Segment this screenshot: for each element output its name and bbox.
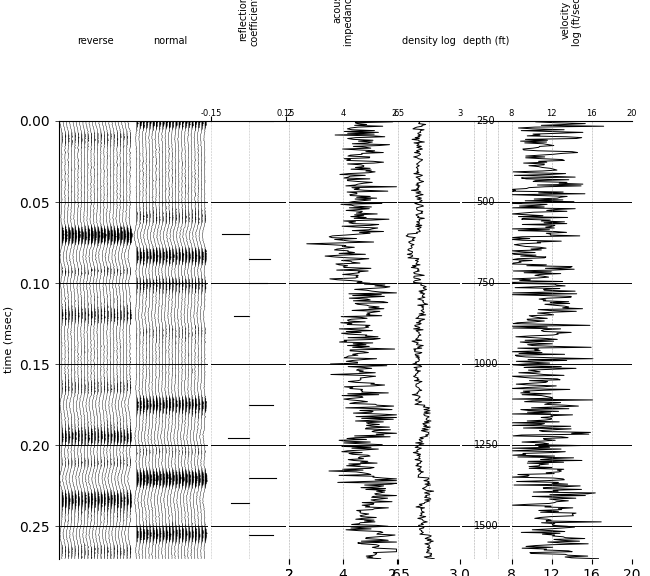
Text: 16: 16 (586, 109, 597, 118)
Text: 2.5: 2.5 (392, 109, 405, 118)
Text: 8: 8 (509, 109, 514, 118)
Text: 12: 12 (547, 109, 557, 118)
Text: 2: 2 (287, 109, 292, 118)
Text: 1250: 1250 (473, 440, 499, 450)
Text: density log: density log (402, 36, 456, 46)
Y-axis label: time (msec): time (msec) (3, 306, 13, 373)
Text: 3: 3 (458, 109, 463, 118)
Text: velocity
log (ft/sec): velocity log (ft/sec) (561, 0, 582, 46)
Text: 20: 20 (627, 109, 637, 118)
Text: 750: 750 (476, 278, 495, 288)
Text: reverse: reverse (77, 36, 114, 46)
Text: 6: 6 (394, 109, 399, 118)
Text: 500: 500 (476, 197, 495, 207)
Text: reflection
coefficients: reflection coefficients (238, 0, 259, 46)
Text: 0.15: 0.15 (277, 109, 295, 118)
Text: acoustic
impedance (x10⁴): acoustic impedance (x10⁴) (332, 0, 354, 46)
Text: 1000: 1000 (474, 359, 498, 369)
Text: 250: 250 (476, 116, 495, 126)
Text: normal: normal (153, 36, 188, 46)
Text: 1500: 1500 (474, 521, 498, 531)
Text: depth (ft): depth (ft) (463, 36, 509, 46)
Text: 4: 4 (340, 109, 346, 118)
Text: -0.15: -0.15 (201, 109, 222, 118)
